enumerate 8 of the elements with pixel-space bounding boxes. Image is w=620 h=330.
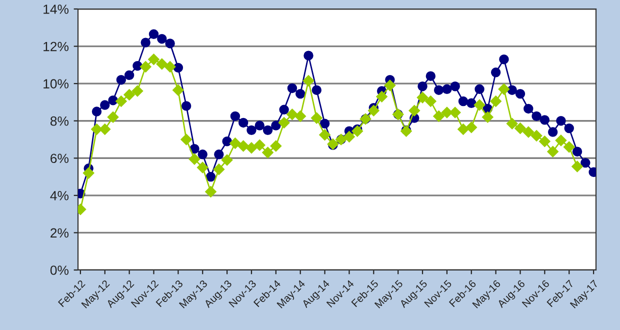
y-tick-label: 10% <box>44 79 69 88</box>
y-tick-label: 8% <box>50 116 69 126</box>
y-tick-label: 6% <box>50 154 69 164</box>
y-tick-label: 12% <box>44 42 69 52</box>
y-tick-label: 2% <box>50 228 69 238</box>
y-tick-label: 4% <box>50 191 69 200</box>
y-tick-label: 14% <box>44 4 69 14</box>
y-tick-label: 0% <box>50 266 69 275</box>
